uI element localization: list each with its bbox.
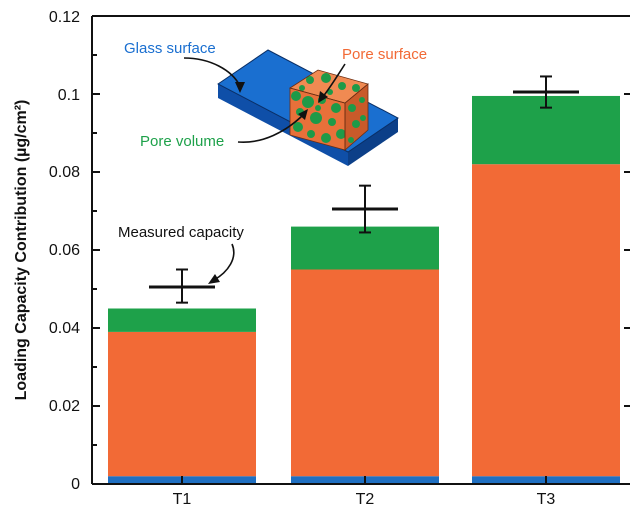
measured-capacity-markers (149, 75, 579, 304)
y-tick-marks (92, 15, 100, 485)
x-tick-marks (181, 476, 547, 484)
bar-t1-pore-volume (108, 308, 256, 332)
y-tick-label-0: 0 (71, 476, 80, 493)
y-tick-label-3: 0.06 (49, 242, 80, 259)
x-tick-label-t2: T2 (356, 491, 375, 508)
x-tick-label-t3: T3 (537, 491, 556, 508)
bar-t3-pore-surface (472, 164, 620, 477)
y-tick-label-5: 0.1 (58, 87, 80, 104)
y-axis-title: Loading Capacity Contribution (µg/cm²) (13, 100, 30, 401)
glass-slab-front (218, 84, 348, 166)
glass-slab-side (348, 118, 398, 166)
inset-arrowheads (235, 82, 328, 120)
measured-capacity-arrow (213, 243, 235, 281)
bar-t2-pore-volume (291, 226, 439, 270)
right-tick-marks (624, 93, 630, 407)
label-pore-surface: Pore surface (342, 46, 427, 63)
x-tick-label-t1: T1 (173, 491, 192, 508)
y-tick-labels: 0 0.02 0.04 0.06 0.08 0.1 0.12 (49, 9, 80, 493)
porous-block (289, 69, 369, 151)
y-tick-label-1: 0.02 (49, 398, 80, 415)
label-measured-capacity: Measured capacity (118, 224, 244, 241)
measured-capacity-arrowhead (208, 274, 220, 284)
bar-t2-pore-surface (291, 269, 439, 477)
label-pore-volume: Pore volume (140, 133, 224, 150)
inset-illustration: Glass surface Pore surface Pore volume (124, 40, 427, 166)
y-tick-label-6: 0.12 (49, 9, 80, 26)
y-tick-label-2: 0.04 (49, 320, 80, 337)
label-glass-surface: Glass surface (124, 40, 216, 57)
x-tick-labels: T1 T2 T3 (173, 491, 556, 508)
y-tick-label-4: 0.08 (49, 164, 80, 181)
bar-t1-pore-surface (108, 331, 256, 477)
